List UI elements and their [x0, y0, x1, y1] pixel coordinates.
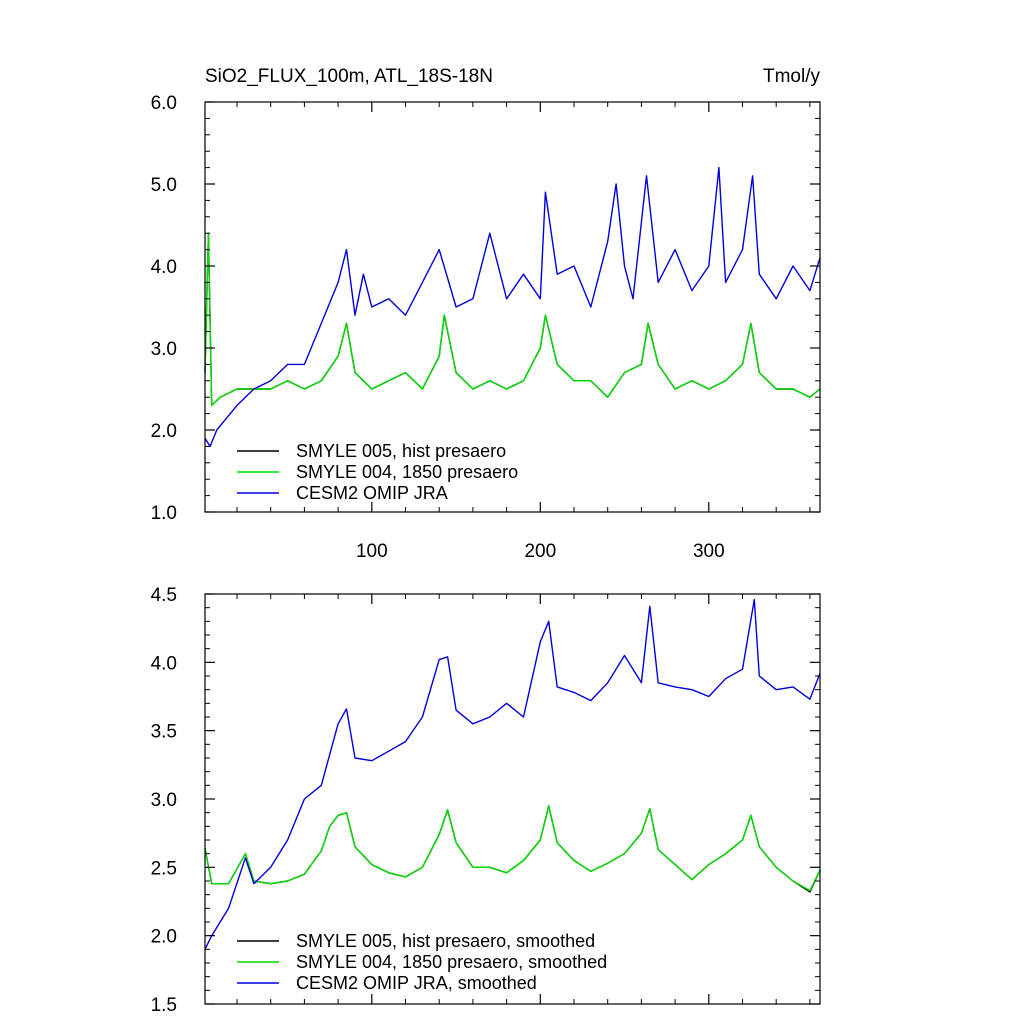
top-legend-label: CESM2 OMIP JRA — [296, 483, 448, 503]
bottom-ytick-label: 4.5 — [151, 585, 177, 606]
top-ytick-label: 6.0 — [151, 93, 177, 114]
units-label: Tmol/y — [763, 66, 821, 87]
bottom-ytick-label: 2.0 — [151, 927, 177, 948]
bottom-legend-label: CESM2 OMIP JRA, smoothed — [296, 973, 537, 993]
bottom-series-cesm2-omip-jra-smoothed — [204, 598, 821, 950]
bottom-panel-legend: SMYLE 005, hist presaero, smoothedSMYLE … — [237, 931, 607, 993]
top-ytick-label: 3.0 — [151, 339, 177, 360]
top-panel-frame — [204, 101, 821, 513]
top-xtick-label: 200 — [524, 541, 556, 562]
top-panel-axes: 1.0 2.0 3.0 4.0 5.0 6.0 100 200 300 — [151, 93, 820, 562]
top-xtick-label: 100 — [356, 541, 388, 562]
chart-title: SiO2_FLUX_100m, ATL_18S-18N — [205, 66, 493, 87]
bottom-series-smyle-005-hist-presaero-smoothed — [204, 805, 821, 893]
bottom-ytick-label: 3.5 — [151, 722, 177, 743]
bottom-panel-axes: 1.5 2.0 2.5 3.0 3.5 4.0 4.5 — [151, 585, 820, 1016]
top-ytick-label: 5.0 — [151, 175, 177, 196]
top-legend-label: SMYLE 004, 1850 presaero — [296, 462, 518, 482]
top-ytick-label: 2.0 — [151, 421, 177, 442]
top-series-cesm2-omip-jra — [204, 166, 821, 448]
top-xtick-label: 300 — [693, 541, 725, 562]
bottom-legend-label: SMYLE 004, 1850 presaero, smoothed — [296, 952, 607, 972]
bottom-ytick-label: 1.5 — [151, 995, 177, 1016]
top-panel-lines — [204, 166, 821, 448]
bottom-legend-label: SMYLE 005, hist presaero, smoothed — [296, 931, 595, 951]
top-panel: 1.0 2.0 3.0 4.0 5.0 6.0 100 200 300 SMYLE 005, h… — [151, 93, 821, 562]
bottom-ytick-label: 2.5 — [151, 858, 177, 879]
top-ytick-label: 1.0 — [151, 503, 177, 524]
bottom-ytick-label: 3.0 — [151, 790, 177, 811]
top-ytick-label: 4.0 — [151, 257, 177, 278]
bottom-ytick-label: 4.0 — [151, 653, 177, 674]
top-series-smyle-004-1850-presaero — [204, 232, 821, 407]
top-legend-label: SMYLE 005, hist presaero — [296, 441, 506, 461]
bottom-panel: 1.5 2.0 2.5 3.0 3.5 4.0 4.5 SMYLE 005, hist pr… — [151, 585, 821, 1016]
bottom-panel-lines — [204, 598, 821, 950]
bottom-series-smyle-004-1850-presaero-smoothed — [204, 805, 821, 892]
